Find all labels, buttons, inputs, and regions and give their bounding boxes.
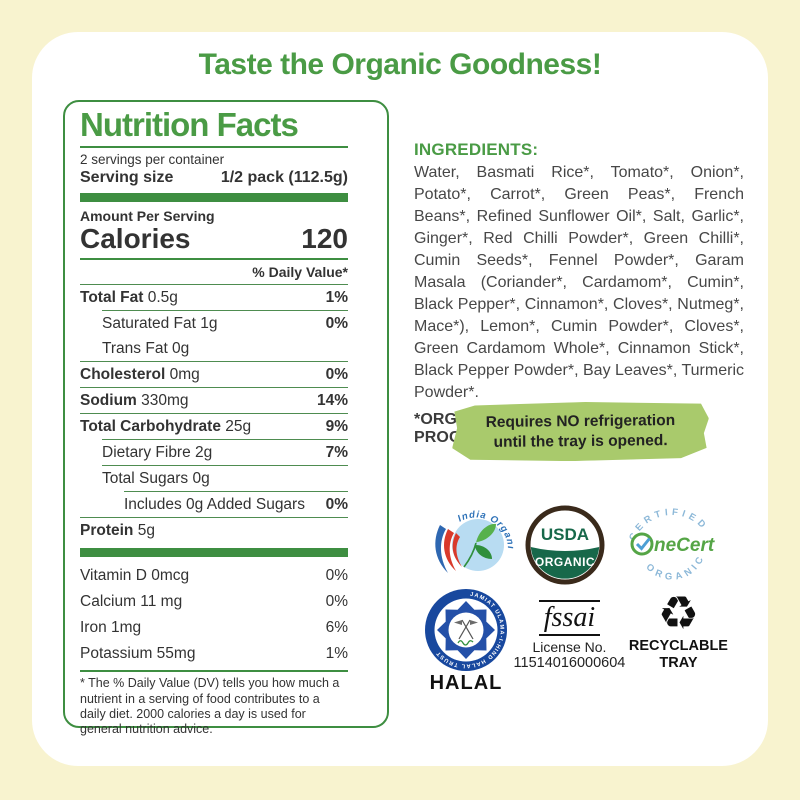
fssai-logo-block: fssai License No. 11514016000604 — [513, 600, 626, 672]
nutrient-row-total-sugars: Total Sugars 0g — [102, 465, 348, 491]
thick-divider — [80, 192, 348, 202]
nutrition-facts-title: Nutrition Facts — [80, 106, 299, 143]
serving-size-row: Serving size 1/2 pack (112.5g) — [80, 167, 348, 191]
fssai-license-label: License No. — [532, 639, 607, 656]
no-refrigeration-badge: Requires NO refrigeration until the tray… — [452, 401, 710, 463]
nutrition-facts-panel: Nutrition Facts 2 servings per container… — [63, 100, 389, 736]
amount-per-serving: Amount Per Serving — [80, 207, 215, 224]
nutrient-row-saturated-fat: Saturated Fat 1g 0% — [102, 310, 348, 336]
vitamin-label: Iron 1mg — [80, 619, 142, 637]
serving-size-label: Serving size — [80, 168, 174, 186]
svg-text:ORGANIC: ORGANIC — [644, 552, 708, 583]
vitamin-dv: 1% — [325, 645, 348, 663]
halal-emblem: JAMIAT ULAMA-I-HIND HALAL TRUST — [425, 589, 507, 671]
india-organic-logo: India Organic — [424, 497, 514, 573]
nutrient-row-added-sugars: Includes 0g Added Sugars 0% — [124, 491, 348, 517]
usda-organic-logo: USDA ORGANIC — [525, 505, 605, 585]
vitamin-dv: 6% — [325, 619, 348, 637]
nutrient-row-sodium: Sodium 330mg 14% — [80, 387, 348, 413]
serving-size-value: 1/2 pack (112.5g) — [220, 168, 348, 186]
halal-logo-block: JAMIAT ULAMA-I-HIND HALAL TRUST HALAL — [422, 586, 510, 695]
nutrient-row-dietary-fibre: Dietary Fibre 2g 7% — [102, 439, 348, 465]
recyclable-label: RECYCLABLE TRAY — [629, 638, 728, 671]
nutrient-label: Dietary Fibre 2g — [102, 443, 213, 461]
vitamin-row-calcium: Calcium 11 mg 0% — [80, 589, 348, 615]
nutrient-label: Protein 5g — [80, 521, 155, 539]
calories-row: Calories 120 — [80, 222, 348, 258]
nutrient-row-protein: Protein 5g — [80, 517, 348, 543]
nutrient-label: Trans Fat 0g — [102, 339, 190, 357]
recyclable-line1: RECYCLABLE — [628, 638, 728, 654]
recycle-icon: ♻ — [657, 586, 700, 640]
vitamin-label: Potassium 55mg — [80, 645, 196, 663]
vitamin-row-potassium: Potassium 55mg 1% — [80, 641, 348, 667]
svg-text:USDA: USDA — [541, 525, 589, 544]
thick-divider — [80, 548, 348, 558]
nutrient-dv: 0% — [325, 495, 348, 513]
daily-value-header: % Daily Value* — [80, 261, 348, 286]
daily-value-footnote: * The % Daily Value (DV) tells you how m… — [80, 670, 348, 737]
recyclable-tray-block: ♻ RECYCLABLE TRAY — [629, 590, 728, 671]
nutrient-label: Total Fat 0.5g — [80, 288, 178, 306]
recyclable-line2: TRAY — [659, 654, 698, 671]
nutrient-label: Total Carbohydrate 25g — [80, 417, 252, 435]
ingredients-heading: INGREDIENTS: — [414, 140, 539, 159]
halal-label: HALAL — [429, 672, 503, 694]
fssai-license-number: 11514016000604 — [513, 655, 626, 672]
nutrient-row-cholesterol: Cholesterol 0mg 0% — [80, 361, 348, 387]
divider — [80, 145, 348, 148]
ingredients-text: Water, Basmati Rice*, Tomato*, Onion*, P… — [414, 164, 744, 401]
certification-logos-row2: JAMIAT ULAMA-I-HIND HALAL TRUST HALAL fs… — [422, 586, 728, 695]
onecert-logo: CERTIFIED ORGANIC neCert — [627, 507, 715, 583]
vitamins-section: Vitamin D 0mcg 0% Calcium 11 mg 0% Iron … — [80, 563, 348, 667]
vitamin-dv: 0% — [325, 567, 348, 585]
nutrient-dv: 14% — [316, 391, 348, 409]
nutrient-label: Sodium 330mg — [80, 391, 189, 409]
nutrient-dv: 0% — [325, 365, 348, 383]
divider — [80, 258, 348, 261]
nutrient-row-total-carbohydrate: Total Carbohydrate 25g 9% — [80, 413, 348, 439]
calories-label: Calories — [80, 222, 191, 254]
page-title: Taste the Organic Goodness! — [198, 48, 602, 81]
nutrient-label: Total Sugars 0g — [102, 469, 210, 487]
nutrient-label: Includes 0g Added Sugars — [124, 495, 305, 513]
vitamin-label: Vitamin D 0mcg — [80, 567, 190, 585]
badge-line2: until the tray is opened. — [493, 431, 668, 451]
certification-logos-row1: India Organic USDA ORGANIC CERTIFIED ORG… — [424, 497, 728, 593]
nutrient-dv: 0% — [325, 314, 348, 332]
vitamin-row-iron: Iron 1mg 6% — [80, 615, 348, 641]
nutrient-row-trans-fat: Trans Fat 0g — [102, 336, 348, 361]
nutrient-label: Cholesterol 0mg — [80, 365, 200, 383]
vitamin-row-vitamin-d: Vitamin D 0mcg 0% — [80, 563, 348, 589]
fssai-wordmark: fssai — [538, 600, 601, 637]
calories-value: 120 — [301, 222, 348, 254]
svg-text:neCert: neCert — [654, 535, 715, 556]
ingredients-section: INGREDIENTS: Water, Basmati Rice*, Tomat… — [414, 140, 744, 447]
servings-per-container: 2 servings per container — [80, 151, 225, 167]
nutrient-dv: 7% — [325, 443, 348, 461]
svg-text:ORGANIC: ORGANIC — [535, 555, 595, 569]
nutrient-dv: 9% — [325, 417, 348, 435]
vitamin-label: Calcium 11 mg — [80, 593, 183, 611]
nutrient-row-total-fat: Total Fat 0.5g 1% — [80, 285, 348, 310]
vitamin-dv: 0% — [325, 593, 348, 611]
badge-line1: Requires NO refrigeration — [485, 412, 676, 432]
nutrient-dv: 1% — [325, 288, 348, 306]
nutrient-label: Saturated Fat 1g — [102, 314, 218, 332]
